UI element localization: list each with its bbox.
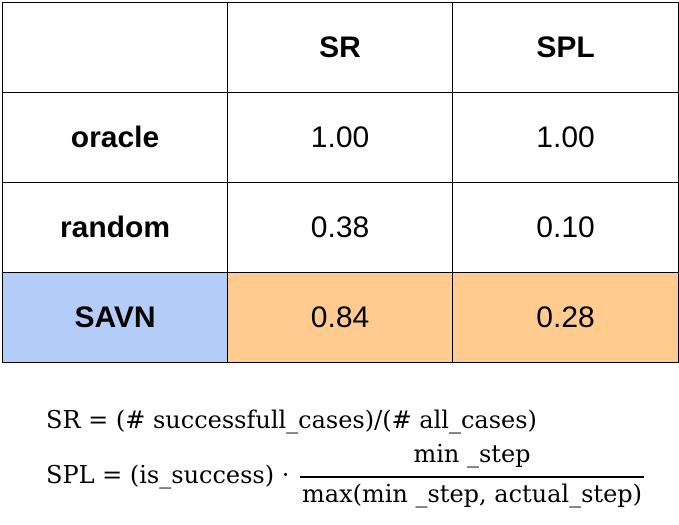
header-spl: SPL <box>452 2 679 93</box>
spl-fraction-denominator: max(min _step, actual_step) <box>302 480 642 508</box>
table-row-savn: SAVN 0.84 0.28 <box>2 272 679 363</box>
sr-formula: SR = (# successfull_cases)/(# all_cases) <box>46 406 537 434</box>
spl-fraction-bar <box>300 476 644 478</box>
cell-oracle-spl: 1.00 <box>452 92 679 183</box>
table-row-oracle: oracle 1.00 1.00 <box>2 92 679 183</box>
header-sr: SR <box>227 2 453 93</box>
results-table: SR SPL oracle 1.00 1.00 random 0.38 0.10… <box>2 2 679 363</box>
cell-random-spl: 0.10 <box>452 182 679 273</box>
cell-random-sr: 0.38 <box>227 182 453 273</box>
spl-formula-prefix: SPL = (is_success) · <box>46 461 290 489</box>
header-empty-cell <box>2 2 228 93</box>
cell-savn-sr: 0.84 <box>227 272 453 363</box>
row-label-oracle: oracle <box>2 92 228 183</box>
spl-fraction-numerator: min _step <box>413 440 531 468</box>
table-row-random: random 0.38 0.10 <box>2 182 679 273</box>
header-row: SR SPL <box>2 2 679 93</box>
row-label-savn: SAVN <box>2 272 228 363</box>
cell-oracle-sr: 1.00 <box>227 92 453 183</box>
row-label-random: random <box>2 182 228 273</box>
cell-savn-spl: 0.28 <box>452 272 679 363</box>
